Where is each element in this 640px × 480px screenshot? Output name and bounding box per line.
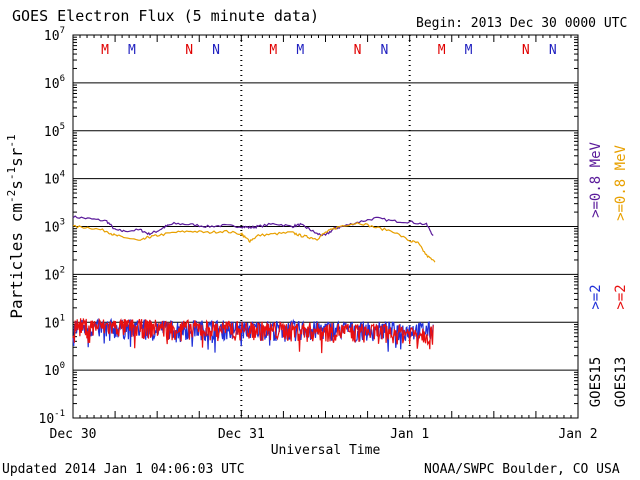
y-tick-label: 10-1	[39, 409, 66, 427]
begin-date: Begin: 2013 Dec 30 0000 UTC	[416, 16, 628, 31]
legend-label: >=0.8 MeV	[588, 142, 604, 218]
y-tick-label: 101	[44, 313, 65, 331]
legend-label: >=2	[613, 284, 629, 309]
marker-label: N	[381, 43, 389, 58]
legend-label: GOES15	[588, 357, 604, 408]
x-tick-label: Jan 2	[558, 427, 597, 442]
y-tick-label: 105	[44, 122, 65, 140]
y-tick-label: 102	[44, 265, 65, 283]
y-tick-label: 104	[44, 170, 65, 188]
y-tick-label: 103	[44, 218, 65, 236]
marker-label: M	[128, 43, 136, 58]
marker-label: N	[522, 43, 530, 58]
marker-label: N	[354, 43, 362, 58]
marker-label: N	[185, 43, 193, 58]
updated-timestamp: Updated 2014 Jan 1 04:06:03 UTC	[2, 462, 245, 477]
y-axis-label: Particles cm-2s-1sr-1	[5, 134, 26, 318]
y-tick-label: 107	[44, 26, 65, 44]
x-tick-label: Jan 1	[390, 427, 429, 442]
marker-label: M	[101, 43, 109, 58]
legend-label: >=0.8 MeV	[613, 145, 629, 221]
series-line-goes13-0-8-mev	[72, 222, 436, 263]
marker-label: M	[296, 43, 304, 58]
marker-label: M	[465, 43, 473, 58]
x-axis-label: Universal Time	[271, 443, 381, 458]
legend-label: >=2	[588, 284, 604, 309]
source-credit: NOAA/SWPC Boulder, CO USA	[424, 462, 620, 477]
x-tick-label: Dec 31	[218, 427, 265, 442]
marker-label: N	[212, 43, 220, 58]
marker-label: M	[438, 43, 446, 58]
marker-label: N	[549, 43, 557, 58]
x-tick-label: Dec 30	[50, 427, 97, 442]
y-tick-label: 100	[44, 361, 65, 379]
chart-title: GOES Electron Flux (5 minute data)	[12, 7, 320, 25]
series-line-goes15-0-8-mev	[72, 215, 434, 237]
series-line-goes13-2-mev	[72, 317, 434, 354]
legend-label: GOES13	[613, 357, 629, 408]
marker-label: M	[269, 43, 277, 58]
y-tick-label: 106	[44, 74, 65, 92]
